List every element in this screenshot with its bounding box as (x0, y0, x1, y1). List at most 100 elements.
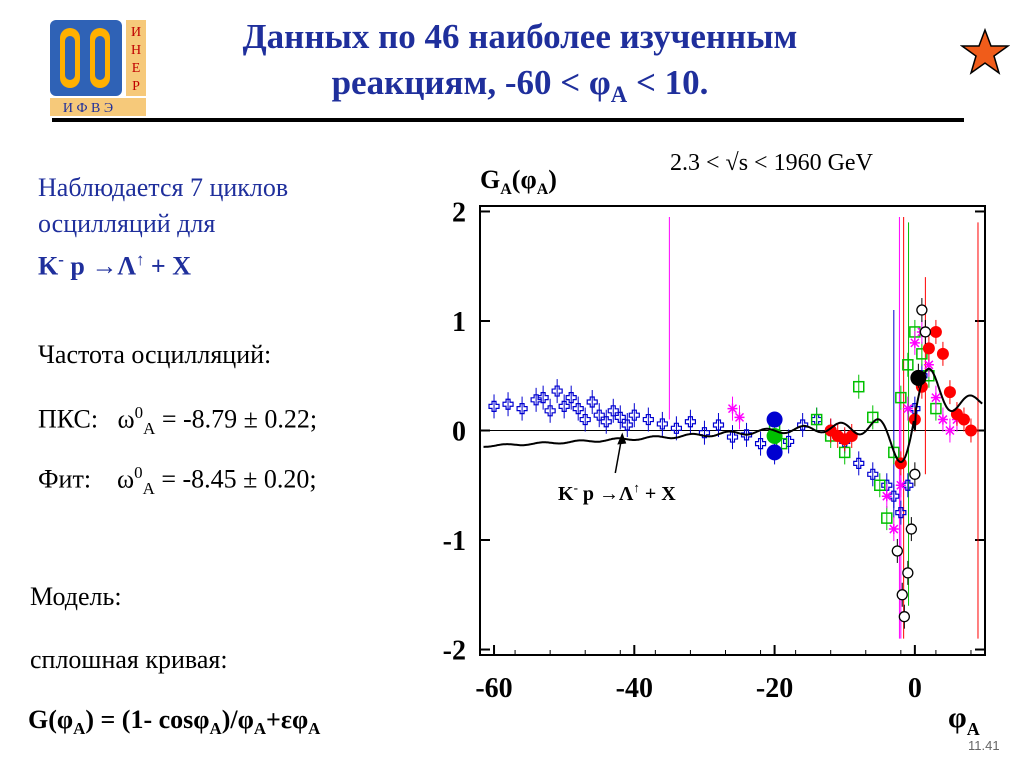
data-point (888, 524, 899, 535)
data-point (888, 490, 900, 502)
data-point (740, 429, 753, 441)
fit-line: Фит: ω0A = -8.45 ± 0.20; (38, 463, 317, 498)
data-point (502, 398, 514, 410)
data-point (754, 438, 767, 450)
data-point (565, 392, 577, 404)
pks-line: ПКС: ω0A = -8.79 ± 0.22; (38, 403, 318, 438)
data-point (957, 413, 970, 426)
data-point (902, 567, 914, 579)
model-label: Модель: (30, 582, 122, 611)
data-point (628, 409, 640, 421)
data-point (727, 403, 738, 414)
data-point (670, 422, 682, 434)
data-point (516, 402, 528, 415)
y-tick-label: -1 (443, 526, 466, 557)
data-point (845, 429, 858, 442)
obs-line-2: осцилляций для (38, 209, 216, 238)
logo-letter-2: Н (131, 43, 141, 58)
data-point (867, 468, 879, 480)
logo-letter-1: И (131, 25, 141, 40)
logo-letter-3: Е (132, 61, 141, 76)
data-point (895, 480, 906, 491)
data-point (551, 385, 563, 397)
y-tick-label: 1 (452, 307, 466, 338)
title-rule (52, 118, 964, 122)
data-point (853, 380, 865, 393)
data-point (909, 468, 921, 480)
logo-bottom-text: И Ф В Э (63, 101, 113, 116)
data-point (734, 412, 745, 423)
data-point (888, 446, 900, 459)
data-point (909, 337, 920, 348)
data-point (944, 425, 955, 436)
slide-title: Данных по 46 наиболее изученным реакциям… (150, 14, 890, 118)
data-point (943, 386, 956, 399)
data-point (922, 342, 935, 355)
energy-range-label: 2.3 < √s < 1960 GeV (670, 150, 874, 176)
data-point (614, 411, 626, 423)
data-point (896, 589, 908, 601)
data-point (895, 507, 907, 519)
logo-letter-4: Р (132, 79, 140, 94)
reaction-label: K- p →Λ↑ + X (38, 250, 192, 281)
y-tick-label: 0 (452, 417, 466, 448)
model-formula: G(φA) = (1- cosφA)/φA+εφA (28, 705, 321, 739)
data-point (656, 418, 668, 430)
x-tick-label: -20 (756, 673, 793, 704)
data-point (902, 359, 914, 371)
data-point (964, 424, 977, 437)
data-point (902, 479, 914, 491)
title-line-1: Данных по 46 наиболее изученным (242, 17, 798, 56)
data-point (937, 414, 948, 425)
data-point (916, 304, 928, 316)
data-point (621, 419, 633, 431)
data-point (936, 347, 949, 360)
filled-data-point (766, 444, 783, 461)
y-axis-label: GA(φA) (480, 165, 557, 198)
y-tick-label: -2 (443, 636, 466, 667)
data-point (874, 479, 886, 492)
data-point (810, 413, 823, 426)
x-tick-label: -60 (475, 673, 512, 704)
data-point (929, 325, 942, 338)
data-point (930, 392, 941, 403)
data-point (684, 416, 697, 428)
title-line-2: реакциям, -60 < φA < 10. (331, 63, 709, 107)
reaction-annotation: K- p →Λ↑ + X (558, 480, 676, 505)
observation-text: Наблюдается 7 циклов осцилляций для K- p… (38, 170, 288, 285)
data-point (905, 523, 918, 535)
data-point (544, 405, 556, 417)
data-point (891, 545, 903, 557)
data-point (600, 416, 612, 428)
data-point (488, 400, 500, 413)
curve-label: сплошная кривая: (30, 645, 228, 674)
data-point (923, 359, 934, 370)
x-tick-label: -40 (616, 673, 653, 704)
data-point (642, 413, 654, 426)
data-point (909, 402, 921, 415)
page-number: 11.41 (968, 738, 1000, 753)
obs-line-1: Наблюдается 7 циклов (38, 173, 289, 202)
data-point (586, 396, 598, 408)
data-point (898, 611, 910, 623)
data-point (919, 326, 932, 338)
frequency-label: Частота осцилляций: (38, 340, 272, 369)
star-icon[interactable] (959, 27, 1011, 76)
data-point (572, 402, 584, 415)
data-point (881, 512, 893, 524)
data-point (558, 400, 570, 413)
data-point (881, 491, 892, 502)
x-axis-label: φA (948, 701, 980, 739)
chart: GA(φA) 2.3 < √s < 1960 GeV φA K- p →Λ↑ +… (430, 140, 1020, 765)
data-point (902, 403, 913, 414)
x-tick-label: 0 (908, 673, 922, 704)
y-tick-label: 2 (452, 197, 466, 228)
data-point (853, 457, 865, 469)
data-point (579, 413, 591, 426)
model-curve (483, 367, 983, 464)
data-point (895, 391, 907, 404)
data-point (537, 392, 549, 404)
filled-data-point (766, 411, 783, 428)
chart-svg: GA(φA) 2.3 < √s < 1960 GeV φA K- p →Λ↑ +… (443, 150, 986, 739)
data-point (712, 419, 725, 431)
